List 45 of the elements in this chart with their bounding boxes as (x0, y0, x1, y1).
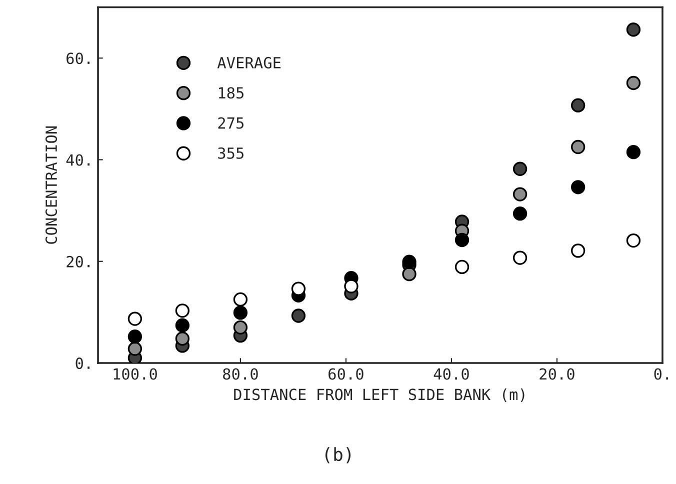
y-axis-title: CONCENTRATION (45, 126, 58, 244)
point (402, 266, 416, 282)
x-tick-label: 0. (654, 368, 668, 380)
point (570, 140, 586, 154)
point (175, 318, 190, 332)
legend-label: 185 (218, 87, 244, 99)
point (175, 304, 190, 318)
x-tick-label: 60.0 (328, 368, 364, 380)
legend-label: AVERAGE (217, 56, 281, 68)
point (128, 342, 142, 356)
point (291, 282, 306, 296)
y-tick-label: 40. (66, 154, 90, 166)
point (626, 233, 641, 248)
point (570, 244, 586, 258)
point (128, 312, 142, 326)
y-tick-label: 60. (66, 52, 90, 64)
point (626, 22, 641, 37)
x-tick-label: 80.0 (223, 368, 258, 380)
point (512, 250, 528, 265)
point (626, 145, 641, 160)
point (626, 76, 641, 90)
y-tick-label: 0. (76, 358, 90, 370)
point (128, 329, 142, 344)
legend-label: 275 (218, 117, 244, 129)
point (291, 308, 306, 323)
legend-label: 355 (218, 147, 244, 159)
x-tick-label: 20.0 (540, 368, 574, 380)
y-tick-label: 20. (66, 256, 90, 268)
point (512, 187, 528, 202)
point (344, 279, 358, 294)
point (454, 232, 470, 248)
point (402, 254, 416, 269)
point (233, 306, 248, 320)
point (454, 260, 470, 274)
x-tick-label: 40.0 (434, 368, 469, 380)
x-axis-title: DISTANCE FROM LEFT SIDE BANK (m) (234, 388, 524, 402)
point (233, 292, 248, 307)
point (175, 332, 190, 346)
point (512, 206, 528, 221)
point (233, 320, 248, 335)
x-tick-label: 100.0 (114, 368, 157, 380)
point (570, 180, 586, 194)
point (512, 162, 528, 176)
point (570, 98, 586, 112)
text: (b) (325, 447, 351, 464)
